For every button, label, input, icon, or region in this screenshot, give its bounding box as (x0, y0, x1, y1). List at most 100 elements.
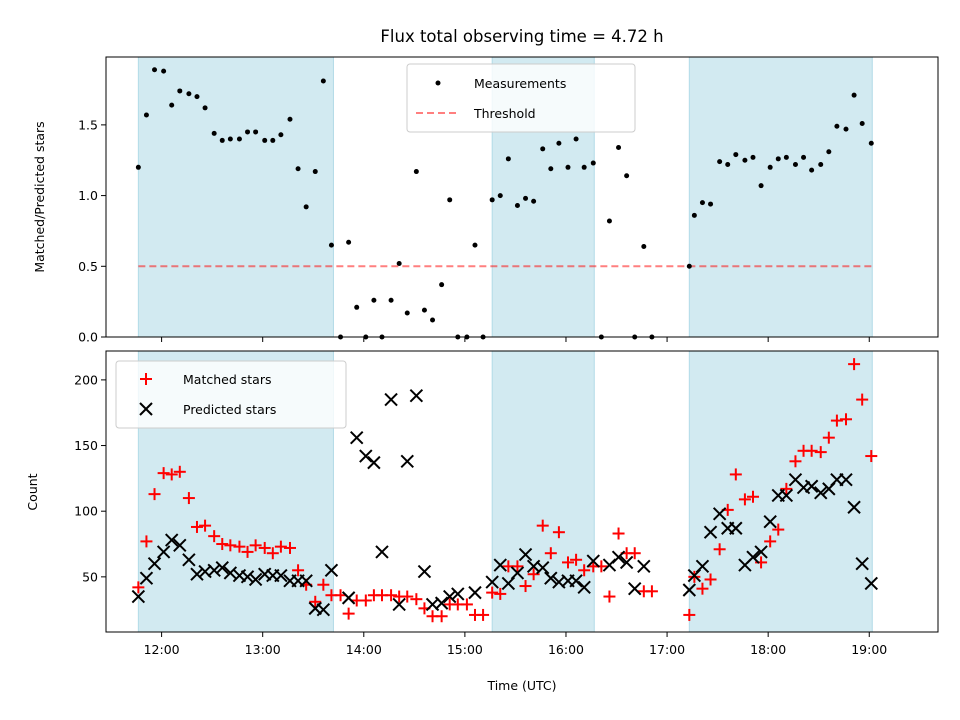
measurement-point (826, 149, 832, 155)
matched-star-point (805, 444, 818, 457)
matched-star-point (258, 541, 271, 554)
measurement-point (792, 161, 798, 167)
matched-star-point (628, 547, 641, 560)
matched-star-point (536, 519, 549, 532)
x-tick-label: 12:00 (144, 642, 180, 657)
measurement-point (708, 201, 714, 207)
matched-star-point (224, 539, 237, 552)
measurement-point (859, 120, 865, 126)
measurement-point (717, 159, 723, 165)
measurement-point (733, 152, 739, 158)
matched-star-point (511, 560, 524, 573)
predicted-star-point (754, 545, 768, 559)
matched-star-point (140, 535, 153, 548)
measurement-point (270, 137, 276, 143)
measurement-point (590, 160, 596, 166)
measurement-point (775, 156, 781, 162)
matched-star-point (527, 568, 540, 581)
predicted-star-point (577, 580, 591, 595)
predicted-star-point (417, 564, 432, 579)
matched-star-point (856, 393, 869, 406)
matched-star-point (561, 556, 574, 569)
predicted-star-point (299, 574, 313, 588)
bottom-panel-y-label: Count (25, 473, 40, 510)
measurement-point (287, 116, 293, 122)
y-tick-label: 200 (74, 372, 98, 387)
measurement-point (194, 94, 200, 100)
matched-star-point (274, 540, 287, 553)
measurement-point (413, 169, 419, 175)
predicted-star-point (712, 507, 727, 521)
matched-star-point (603, 590, 616, 603)
matched-star-point (317, 578, 330, 591)
matched-star-point (148, 488, 161, 501)
measurement-point (497, 193, 503, 199)
y-tick-label: 100 (74, 504, 98, 519)
measurement-point (581, 164, 587, 170)
matched-star-point (822, 431, 835, 444)
measurement-point (303, 204, 309, 210)
measurement-point (868, 140, 874, 146)
measurement-point (312, 169, 318, 175)
measurement-point (691, 212, 697, 218)
bottom-panel-frame (105, 350, 939, 633)
predicted-star-point (451, 587, 465, 601)
predicted-star-point (190, 567, 204, 581)
matched-star-point (309, 595, 322, 608)
y-tick-label: 1.0 (78, 188, 98, 203)
shaded-interval (137, 56, 334, 338)
matched-star-point (401, 590, 414, 603)
predicted-star-point (779, 488, 794, 503)
predicted-star-point (544, 571, 558, 585)
predicted-star-point (695, 559, 710, 574)
measurement-point (161, 68, 167, 74)
bottom-panel-legend: Matched stars Predicted stars (115, 360, 347, 429)
measurement-point (851, 92, 857, 98)
y-tick-label: 50 (82, 569, 98, 584)
legend-matched-label: Matched stars (183, 372, 271, 387)
matched-star-point (746, 490, 759, 503)
measurement-point (505, 156, 511, 162)
predicted-star-point (493, 558, 507, 572)
x-tick-label: 18:00 (750, 642, 786, 657)
measurement-point (641, 243, 647, 249)
bottom-panel: 50 100 150 200 12:00 13:00 14:00 15:00 16:00 17:… (25, 350, 939, 693)
measurement-point (211, 130, 217, 136)
predicted-star-point (156, 545, 171, 559)
bottom-legend-frame (115, 360, 347, 429)
legend-measurements-label: Measurements (474, 76, 566, 91)
matched-star-point (865, 450, 878, 463)
predicted-star-point (375, 545, 389, 559)
measurement-point (843, 126, 849, 132)
shaded-interval (688, 56, 873, 338)
predicted-star-point (409, 388, 424, 403)
predicted-star-point (746, 550, 760, 564)
measurement-point (531, 198, 537, 204)
predicted-star-point (215, 560, 229, 575)
measurement-point (439, 282, 445, 288)
predicted-star-point (536, 560, 550, 575)
legend-predicted-marker (139, 402, 153, 416)
x-tick-label: 17:00 (649, 642, 685, 657)
predicted-star-point (839, 472, 853, 487)
predicted-star-point (165, 533, 179, 547)
measurement-point (616, 145, 622, 151)
measurement-point (540, 146, 546, 152)
matched-star-point (780, 482, 793, 495)
predicted-star-point (864, 576, 878, 591)
measurement-point (573, 136, 579, 142)
predicted-star-point (207, 563, 221, 577)
matched-star-point (334, 589, 347, 602)
matched-star-point (738, 493, 751, 506)
measurement-point (295, 166, 301, 172)
matched-star-point (764, 535, 777, 548)
matched-star-point (789, 455, 802, 468)
measurement-point (152, 67, 158, 73)
matched-star-point (544, 547, 557, 560)
top-panel: 0.0 0.5 1.0 1.5 Matched/Predicted stars Mea… (32, 56, 939, 345)
matched-star-point (359, 594, 372, 607)
matched-star-point (190, 520, 203, 533)
measurement-point (404, 310, 410, 316)
predicted-star-point (468, 585, 482, 600)
